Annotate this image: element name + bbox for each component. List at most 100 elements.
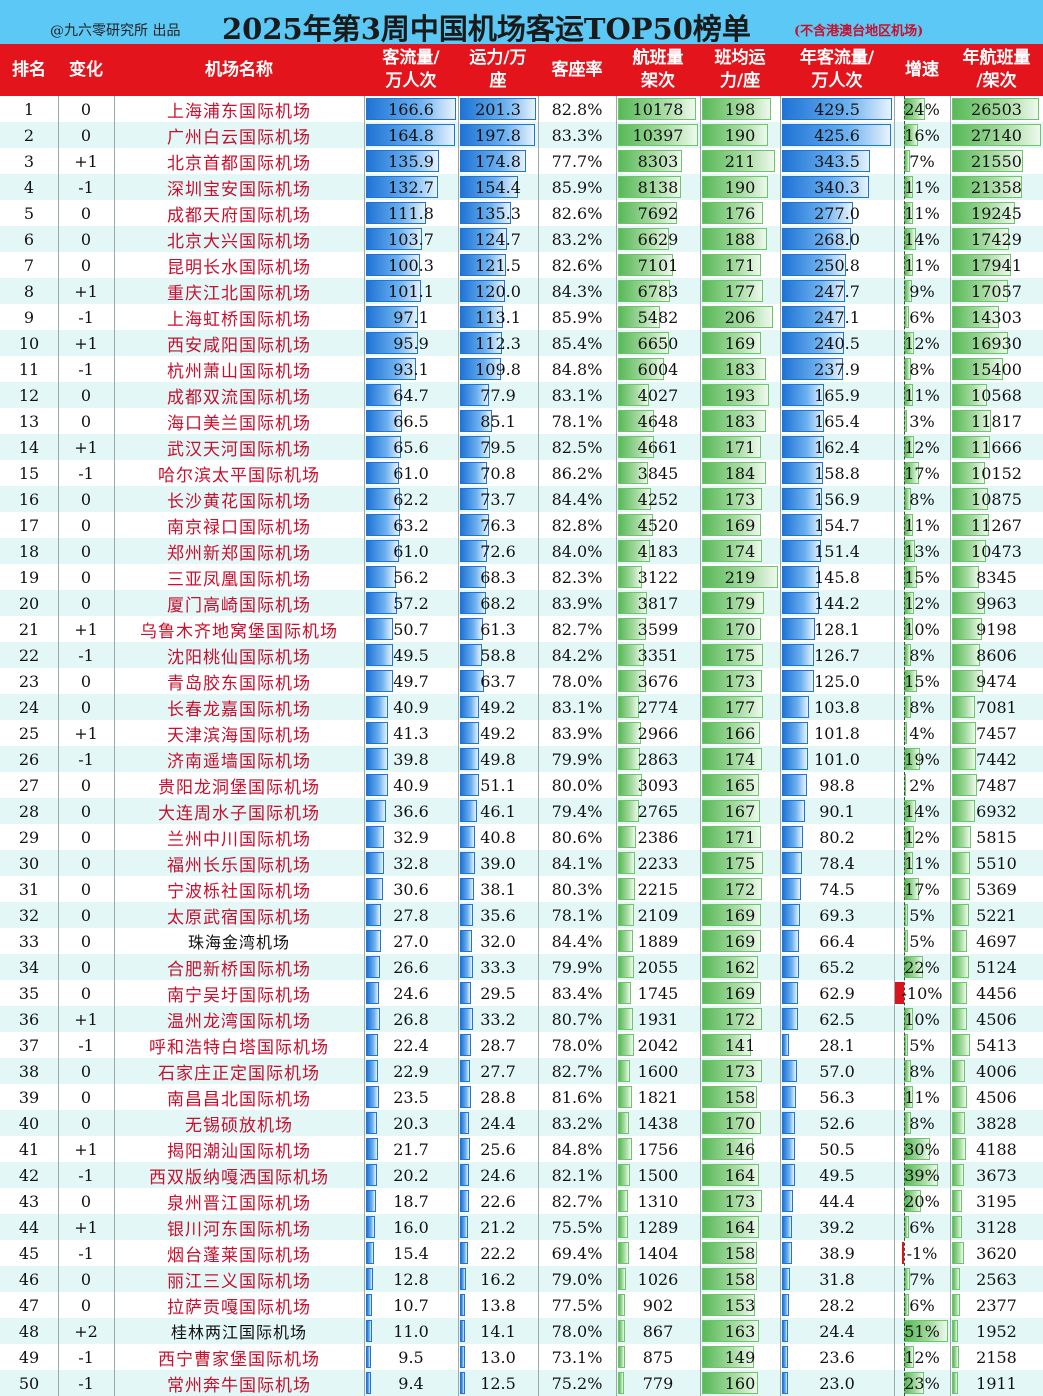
flights-value: 867 [642,1321,674,1341]
growth-cell: 23% [894,1370,950,1396]
rank-cell: 47 [0,1292,58,1318]
rank-cell: 24 [0,694,58,720]
year-flights-bar [952,956,969,978]
growth-value: 16% [904,125,940,145]
flights-value: 3599 [637,619,679,639]
growth-value: 8% [909,1061,935,1081]
growth-value: 23% [904,1373,940,1393]
passengers-cell: 22.9 [364,1058,458,1084]
airport-name-value: 揭阳潮汕国际机场 [167,1141,311,1162]
avg-capacity-cell: 190 [700,122,780,148]
airport-name-value: 长春龙嘉国际机场 [167,699,311,720]
load-factor-cell: 75.5% [538,1214,616,1240]
capacity-value: 38.1 [480,879,516,899]
change-value: +1 [74,1139,98,1159]
change-value: 0 [80,931,92,951]
airport-name-value: 天津滨海国际机场 [167,725,311,746]
capacity-value: 24.6 [480,1165,516,1185]
year-flights-value: 8606 [976,645,1017,665]
capacity-value: 49.2 [480,723,516,743]
change-value: 0 [80,411,92,431]
flights-cell: 3845 [616,460,700,486]
rank-value: 36 [18,1009,40,1029]
load-factor-value: 84.8% [551,359,603,379]
capacity-cell: 68.3 [458,564,538,590]
airport-name-cell: 成都双流国际机场 [114,382,364,408]
capacity-value: 49.2 [480,697,516,717]
capacity-value: 70.8 [480,463,516,483]
avg-capacity-cell: 164 [700,1214,780,1240]
capacity-cell: 32.0 [458,928,538,954]
avg-capacity-value: 173 [724,1191,756,1211]
passengers-bar [366,930,381,952]
capacity-cell: 124.7 [458,226,538,252]
avg-capacity-bar [702,176,768,198]
passengers-cell: 61.0 [364,460,458,486]
change-cell: 0 [58,980,114,1006]
change-value: 0 [80,1191,92,1211]
airport-name-value: 宁波栎社国际机场 [167,881,311,902]
passengers-value: 100.3 [388,255,434,275]
rank-value: 3 [23,151,35,171]
year-flights-cell: 2377 [950,1292,1043,1318]
load-factor-cell: 82.7% [538,616,616,642]
passengers-cell: 15.4 [364,1240,458,1266]
year-flights-cell: 9198 [950,616,1043,642]
passengers-bar [366,1216,375,1238]
growth-cell: 14% [894,798,950,824]
avg-capacity-cell: 177 [700,278,780,304]
rank-value: 26 [18,749,40,769]
rank-cell: 39 [0,1084,58,1110]
year-flights-value: 6932 [976,801,1017,821]
change-value: -1 [78,1165,94,1185]
year-flights-bar [952,1112,965,1134]
capacity-value: 58.8 [480,645,516,665]
capacity-cell: 38.1 [458,876,538,902]
airport-name-value: 合肥新桥国际机场 [167,959,311,980]
year-flights-cell: 11267 [950,512,1043,538]
year-passengers-bar [782,1112,795,1134]
airport-name-value: 北京首都国际机场 [167,153,311,174]
year-passengers-value: 277.0 [814,203,860,223]
passengers-value: 63.2 [393,515,429,535]
passengers-cell: 20.2 [364,1162,458,1188]
passengers-value: 57.2 [393,593,429,613]
avg-capacity-cell: 158 [700,1084,780,1110]
airport-name-cell: 济南遥墙国际机场 [114,746,364,772]
flights-bar [618,1164,630,1186]
change-cell: +1 [58,720,114,746]
column-divider [58,96,59,1396]
flights-cell: 1438 [616,1110,700,1136]
year-passengers-cell: 28.2 [780,1292,894,1318]
load-factor-value: 84.0% [551,541,603,561]
growth-cell: 4% [894,720,950,746]
change-cell: 0 [58,382,114,408]
flights-bar [618,1138,632,1160]
change-value: 0 [80,541,92,561]
change-value: +1 [74,1217,98,1237]
avg-capacity-value: 177 [724,281,756,301]
flights-value: 2765 [637,801,679,821]
avg-capacity-bar [702,800,760,822]
passengers-cell: 32.8 [364,850,458,876]
year-flights-bar [952,904,969,926]
load-factor-cell: 83.4% [538,980,616,1006]
airport-name-value: 福州长乐国际机场 [167,855,311,876]
growth-value: 8% [909,489,935,509]
avg-capacity-value: 141 [724,1035,756,1055]
change-value: -1 [78,749,94,769]
flights-value: 6629 [637,229,679,249]
year-passengers-bar [782,98,892,120]
passengers-value: 36.6 [393,801,429,821]
flights-cell: 2042 [616,1032,700,1058]
year-flights-bar [952,1086,967,1108]
year-flights-cell: 1952 [950,1318,1043,1344]
capacity-bar [460,1216,468,1238]
capacity-value: 51.1 [480,775,516,795]
year-passengers-cell: 144.2 [780,590,894,616]
avg-capacity-bar [702,1034,751,1056]
flights-value: 3676 [637,671,679,691]
capacity-bar [460,1320,465,1342]
avg-capacity-cell: 141 [700,1032,780,1058]
avg-capacity-value: 158 [724,1269,756,1289]
